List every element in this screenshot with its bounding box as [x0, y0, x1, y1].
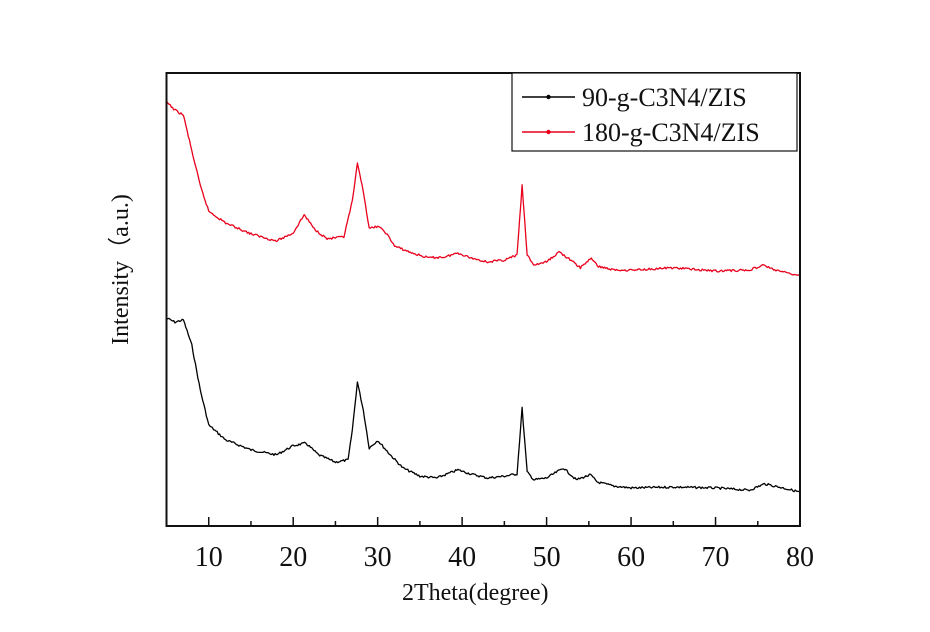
- y-axis-title: Intensity（a.u.): [108, 194, 134, 345]
- legend-marker-90: [546, 94, 551, 100]
- legend-label-180: 180-g-C3N4/ZIS: [582, 118, 760, 147]
- x-tick-label: 30: [364, 542, 392, 573]
- x-tick-labels: 10 20 30 40 50 60 70 80: [195, 542, 814, 573]
- legend-marker-180: [546, 129, 551, 135]
- x-tick-label: 20: [279, 542, 307, 573]
- x-tick-label: 10: [195, 542, 223, 573]
- x-tick-label: 80: [786, 542, 814, 573]
- legend-entry-180: 180-g-C3N4/ZIS: [522, 118, 760, 147]
- legend-box: [511, 72, 798, 152]
- x-tick-label: 40: [448, 542, 476, 573]
- series-line-180: [165, 100, 801, 277]
- legend-label-90: 90-g-C3N4/ZIS: [582, 83, 747, 112]
- x-ticks: [207, 517, 801, 526]
- series-line-90: [166, 317, 801, 493]
- plot-frame: [165, 72, 801, 527]
- x-tick-label: 50: [533, 542, 561, 573]
- series-layer: [165, 100, 801, 493]
- x-tick-label: 70: [702, 542, 730, 573]
- legend: 90-g-C3N4/ZIS 180-g-C3N4/ZIS: [511, 72, 798, 152]
- x-axis-title: 2Theta(degree): [402, 580, 549, 606]
- x-tick-label: 60: [617, 542, 645, 573]
- legend-entry-90: 90-g-C3N4/ZIS: [522, 83, 747, 112]
